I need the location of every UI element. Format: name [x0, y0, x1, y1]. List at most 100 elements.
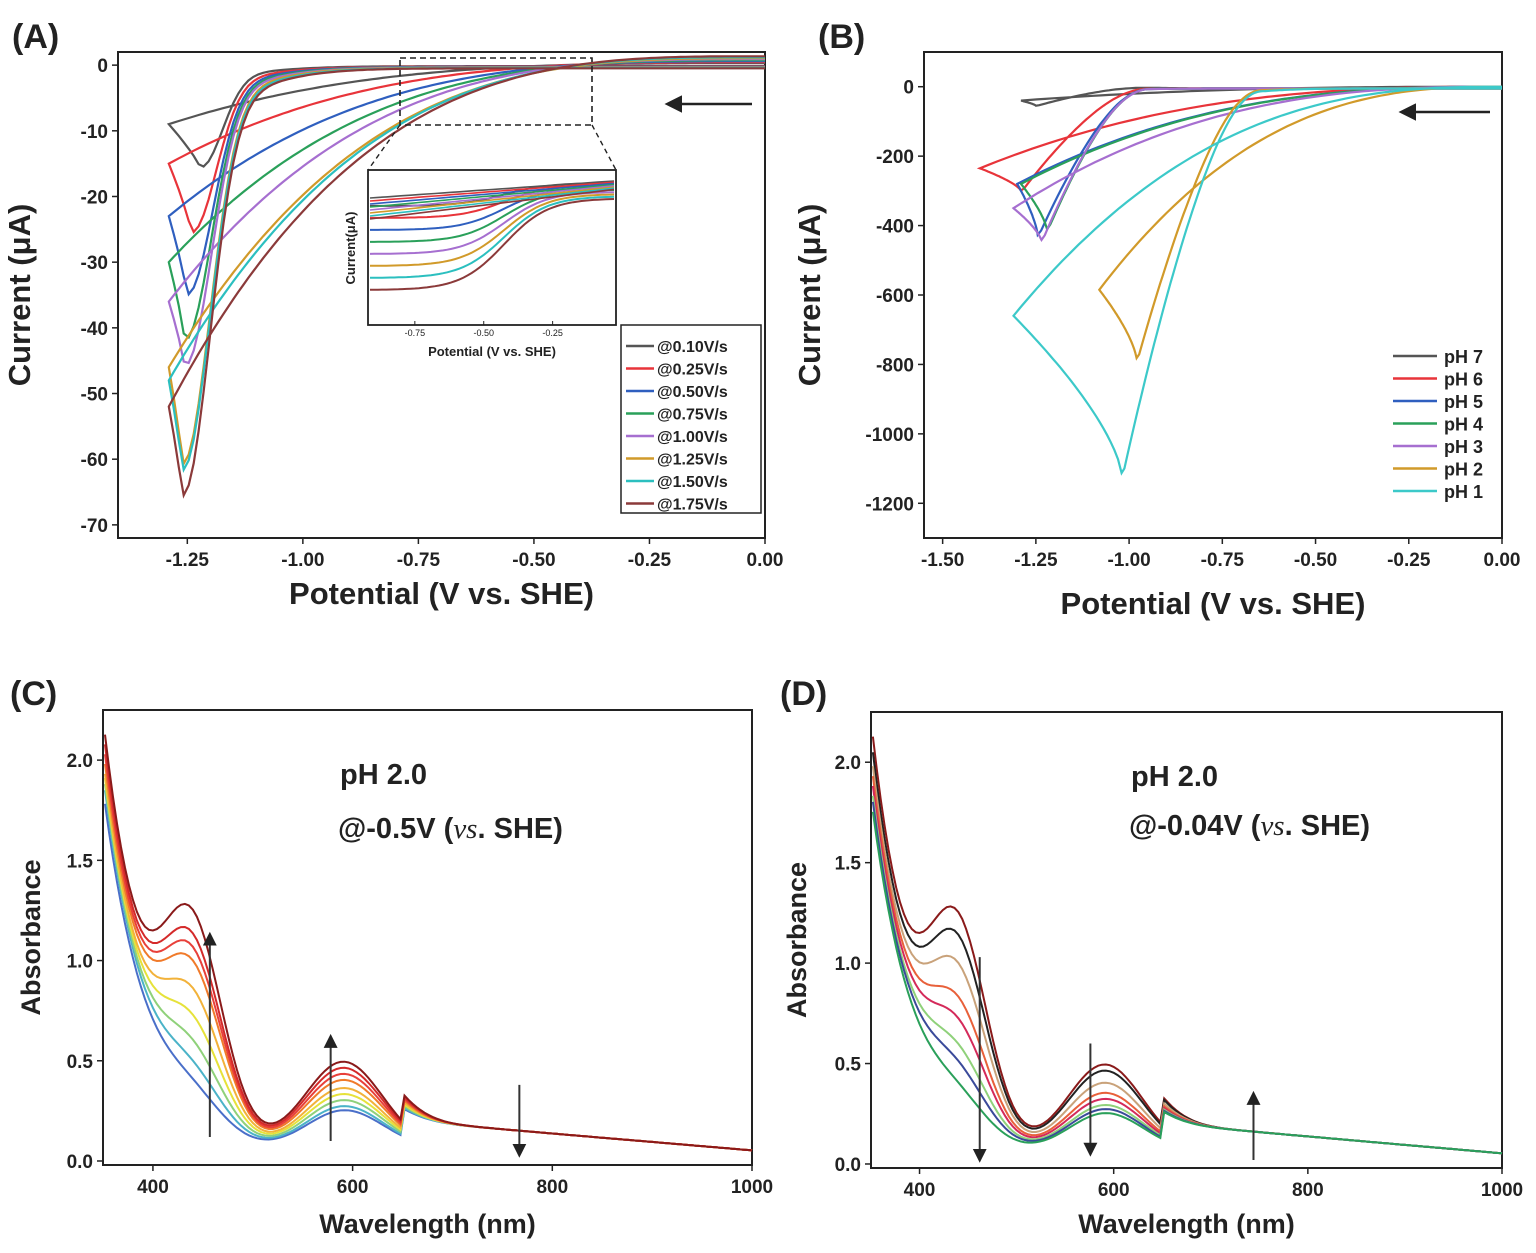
y-tick-label: 2.0: [835, 753, 861, 774]
x-tick-label: 600: [1098, 1180, 1130, 1201]
y-tick-label: 0.0: [835, 1155, 861, 1176]
y-axis-title: Current (μA): [792, 204, 827, 387]
annotation-ph: pH 2.0: [340, 759, 427, 791]
x-tick-label: 800: [536, 1177, 568, 1198]
x-tick-label: 1000: [731, 1177, 773, 1198]
legend-item: @0.75V/s: [657, 407, 728, 424]
annotation-part: . SHE): [1285, 810, 1370, 842]
plot-frame: [117, 51, 766, 539]
x-tick-label: -0.75: [1201, 550, 1245, 571]
x-tick-label: -0.75: [397, 550, 441, 571]
x-axis-title: Potential (V vs. SHE): [1061, 586, 1366, 621]
x-tick-label: -0.25: [1387, 550, 1431, 571]
zoom-box: [367, 57, 617, 171]
panel-1-axes: -1.50 -1.25 -1.00 -0.75 -0.50 -0.25 0.00 0 -200 -…: [792, 51, 1521, 621]
legend-item: @1.75V/s: [657, 497, 728, 514]
legend-b: pH 7 pH 6pH 5 pH 4pH 3 pH 2pH 1: [1393, 347, 1483, 502]
x-axis-title: Potential (V vs. SHE): [289, 576, 594, 611]
inset-x-title: Potential (V vs. SHE): [428, 344, 556, 359]
zoom-rect: [399, 57, 593, 126]
y-tick-label: 0.0: [67, 1152, 93, 1173]
panel-3-axes: 400 600 800 1000 0.0 0.5 1.0 1.5 2.0 Wavelength (…: [782, 711, 1523, 1239]
x-tick-label: -1.00: [1107, 550, 1150, 571]
inset-x-tick-label: -0.50: [473, 328, 494, 338]
y-tick-label: -1200: [865, 494, 914, 515]
legend-item: pH 1: [1444, 482, 1483, 502]
plot-frame: [102, 709, 753, 1166]
y-tick-label: -200: [876, 147, 914, 168]
y-axis-title: Current (μA): [2, 204, 37, 387]
inset-curve-return-5: [369, 186, 615, 214]
legend-item: @0.25V/s: [657, 362, 728, 379]
panel-label-a: (A): [12, 18, 59, 56]
y-tick-label: 0.5: [835, 1055, 862, 1076]
spectrum-d-5: [871, 795, 1503, 1155]
legend-item: pH 7: [1444, 347, 1483, 367]
legend-item: @1.25V/s: [657, 452, 728, 469]
x-tick-label: 1000: [1481, 1180, 1523, 1201]
y-tick-label: -50: [81, 385, 108, 406]
inset-curve-return-1: [369, 181, 615, 202]
zoom-connector: [591, 124, 617, 171]
cv-curve-b-4: [1011, 85, 1502, 242]
inset-plot: -0.75 -0.50 -0.25 Potential (V vs. SHE) Curr…: [343, 169, 617, 359]
legend-item: @1.00V/s: [657, 429, 728, 446]
inset-curve-return-0: [369, 180, 615, 199]
cv-curve-b-6: [1012, 85, 1502, 476]
y-tick-label: 2.0: [67, 751, 93, 772]
inset-curve-return-7: [369, 188, 615, 220]
y-tick-label: -40: [81, 319, 108, 340]
panel-a-series: [166, 55, 765, 499]
y-tick-label: -600: [876, 286, 914, 307]
annotation-part: . SHE): [477, 813, 562, 845]
x-tick-label: 600: [337, 1177, 369, 1198]
y-tick-label: -10: [81, 122, 108, 143]
panel-c-series: [104, 734, 753, 1152]
panel-b-series: [976, 85, 1502, 476]
panel-0-axes: -1.25 -1.00 -0.75 -0.50 -0.25 0.00 0 -10 -20 -30 -…: [2, 51, 784, 611]
x-tick-label: 800: [1292, 1180, 1324, 1201]
inset-curve-return-4: [369, 185, 615, 211]
x-tick-label: -0.50: [1294, 550, 1337, 571]
panel-label-c: (C): [10, 675, 57, 713]
legend-a: @0.10V/s @0.25V/s @0.50V/s @0.75V/s @1.00V/s…: [620, 324, 762, 514]
plot-frame: [870, 711, 1503, 1169]
x-tick-label: -0.25: [628, 550, 672, 571]
annotation-part: @-0.5V (: [338, 813, 454, 845]
inset-curve-return-3: [369, 183, 615, 208]
zoom-connector: [367, 124, 401, 171]
y-tick-label: -800: [876, 355, 914, 376]
legend-item: @1.50V/s: [657, 474, 728, 491]
plot-frame: [923, 51, 1503, 539]
inset-curve-return-6: [369, 187, 615, 217]
annotation-ph: pH 2.0: [1131, 761, 1218, 793]
x-axis-title: Wavelength (nm): [1078, 1209, 1295, 1239]
y-tick-label: 1.0: [67, 952, 93, 973]
x-tick-label: 0.00: [1484, 550, 1521, 571]
y-tick-label: -400: [876, 217, 914, 238]
x-tick-label: -1.00: [281, 550, 324, 571]
spectrum-d-7: [871, 811, 1503, 1155]
panel-d-series: [871, 736, 1503, 1155]
annotation-potential: @-0.5V (vs. SHE): [338, 813, 563, 845]
y-tick-label: 1.5: [835, 854, 862, 875]
inset-curve-7: [370, 198, 615, 291]
y-tick-label: -20: [81, 187, 108, 208]
x-axis-title: Wavelength (nm): [319, 1209, 536, 1239]
y-tick-label: -1000: [865, 425, 914, 446]
cv-curve-b-3: [1019, 85, 1502, 232]
annotation-part: @-0.04V (: [1129, 810, 1261, 842]
y-tick-label: 0: [97, 56, 108, 77]
x-tick-label: 0.00: [747, 550, 784, 571]
y-tick-label: 0: [903, 78, 914, 99]
x-tick-label: -1.25: [166, 550, 210, 571]
x-tick-label: 400: [137, 1177, 169, 1198]
panel-label-d: (D): [780, 675, 827, 713]
legend-item: pH 2: [1444, 460, 1483, 480]
inset-curve-5: [370, 193, 615, 267]
annotation-part: vs: [1260, 810, 1284, 842]
panel-label-b: (B): [818, 18, 865, 56]
y-tick-label: 0.5: [67, 1052, 94, 1073]
spectrum-d-6: [871, 801, 1503, 1155]
